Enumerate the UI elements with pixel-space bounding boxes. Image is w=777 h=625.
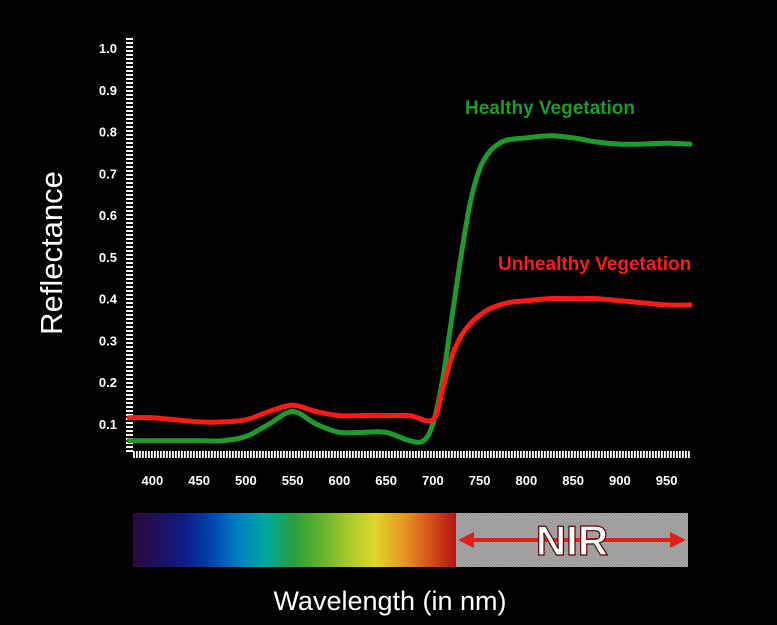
series-line-unhealthy-vegetation xyxy=(126,296,693,425)
spectrum-bar: NIR xyxy=(133,513,688,567)
y-tick-label: 0.4 xyxy=(99,292,118,307)
visible-spectrum xyxy=(133,513,456,567)
x-axis: 400 450 500 550 600 650 700 750 800 850 900 950 xyxy=(133,451,690,488)
y-tick-label: 0.9 xyxy=(99,83,117,98)
x-tick-label: 800 xyxy=(516,473,538,488)
x-tick-label: 700 xyxy=(422,473,444,488)
y-axis: 0.1 0.2 0.3 0.4 0.5 0.6 0.7 0.8 0.9 1.0 xyxy=(99,38,133,452)
x-tick-label: 450 xyxy=(188,473,210,488)
x-tick-label: 900 xyxy=(609,473,631,488)
x-tick-label: 550 xyxy=(282,473,304,488)
x-tick-label: 650 xyxy=(375,473,397,488)
legend-healthy-vegetation: Healthy Vegetation xyxy=(465,98,635,119)
x-tick-label: 600 xyxy=(329,473,351,488)
nir-arrow-icon xyxy=(458,532,686,548)
y-tick-label: 0.8 xyxy=(99,125,117,140)
y-tick-label: 0.5 xyxy=(99,250,117,265)
y-tick-label: 1.0 xyxy=(99,41,117,56)
y-tick-label: 0.2 xyxy=(99,375,117,390)
y-tick-label: 0.6 xyxy=(99,208,117,223)
nir-label: NIR xyxy=(536,517,608,564)
y-tick-label: 0.7 xyxy=(99,166,117,181)
series-group xyxy=(126,133,693,445)
x-tick-label: 750 xyxy=(469,473,491,488)
series-line-healthy-vegetation xyxy=(126,133,693,445)
y-tick-label: 0.1 xyxy=(99,417,117,432)
x-tick-label: 850 xyxy=(562,473,584,488)
legend-unhealthy-vegetation: Unhealthy Vegetation xyxy=(498,254,691,275)
x-axis-label: Wavelength (in nm) xyxy=(273,586,506,616)
x-tick-label: 400 xyxy=(142,473,164,488)
x-tick-label: 500 xyxy=(235,473,257,488)
x-tick-label: 950 xyxy=(656,473,678,488)
y-axis-label: Reflectance xyxy=(34,171,69,335)
y-tick-label: 0.3 xyxy=(99,333,117,348)
